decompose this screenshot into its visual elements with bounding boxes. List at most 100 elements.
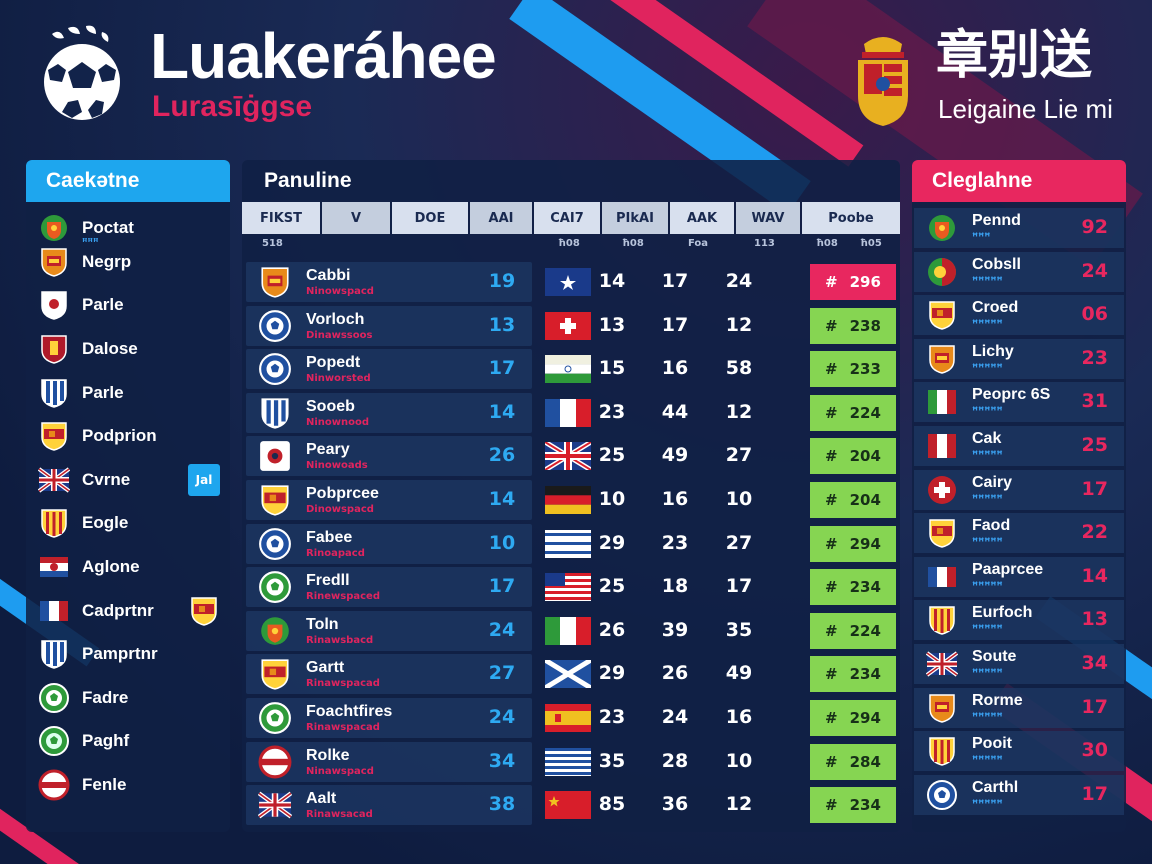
table-row[interactable]: Cabbi Ninowspacd 19 14 17 24 #296 <box>242 262 900 302</box>
column-header[interactable]: V <box>322 202 390 234</box>
stat-cell: 12 <box>725 793 753 816</box>
column-header[interactable]: PIkAI <box>602 202 668 234</box>
catalan-crest-icon <box>926 735 958 767</box>
right-list-item[interactable]: Faod ꟸꟸꟸꟸꟸ 22 <box>914 513 1124 554</box>
right-list-item[interactable]: Croed ꟸꟸꟸꟸꟸ 06 <box>914 295 1124 336</box>
table-row[interactable]: Sooeb Ninownood 14 23 44 12 #224 <box>242 392 900 433</box>
right-item-value: 30 <box>1081 739 1108 762</box>
right-list-item[interactable]: Cairy ꟸꟸꟸꟸꟸ 17 <box>914 469 1124 510</box>
orange-crest-icon <box>38 246 70 278</box>
swiss-crest-icon <box>926 474 958 506</box>
flag-china-icon <box>545 791 591 820</box>
column-header[interactable]: Poobe <box>802 202 900 234</box>
column-header[interactable]: FIKST <box>242 202 320 234</box>
stat-cell: 10 <box>725 749 753 772</box>
team-name: Cabbi <box>306 267 351 284</box>
team-cell: Cabbi Ninowspacd 19 <box>246 262 532 302</box>
right-list-item[interactable]: Pennd ꟸꟸꟸ 92 <box>914 208 1124 248</box>
team-subtitle: Rinawsacad <box>306 809 373 821</box>
team-cell: Aalt Rinawsacad 38 <box>246 785 532 826</box>
left-list-item[interactable]: Paghf <box>26 721 230 761</box>
flag-india-icon <box>545 355 591 384</box>
right-list-item[interactable]: Cak ꟸꟸꟸꟸꟸ 25 <box>914 426 1124 466</box>
right-item-label: Pennd <box>972 212 1021 229</box>
team-value: 26 <box>488 444 516 467</box>
right-item-value: 92 <box>1081 216 1108 238</box>
left-item-label: Dalose <box>82 339 138 358</box>
right-list-item[interactable]: Eurfoch ꟸꟸꟸꟸꟸ 13 <box>914 600 1124 641</box>
league-subtitle: Leigaine Lie mi <box>938 94 1113 124</box>
spain-crest-icon <box>926 299 958 331</box>
stat-cell: 16 <box>661 488 689 510</box>
table-row[interactable]: Fabee Rinoapacd 10 29 23 27 #294 <box>242 523 900 564</box>
table-row[interactable]: Popedt Ninworsted 17 15 16 58 #233 <box>242 349 900 390</box>
left-list-item[interactable]: Cadprtnr <box>26 591 230 631</box>
stat-cell: 15 <box>598 357 626 380</box>
right-list-item[interactable]: Lichy ꟸꟸꟸꟸꟸ 23 <box>914 338 1124 379</box>
left-list-item[interactable]: Podprion <box>26 416 230 456</box>
left-list-item[interactable]: Fenle <box>26 765 230 805</box>
column-header[interactable]: DOE <box>392 202 468 234</box>
team-name: Gartt <box>306 659 345 677</box>
right-item-sub: ꟸꟸꟸ <box>972 232 991 243</box>
left-item-label: Poctat <box>82 218 134 237</box>
table-row[interactable]: Rolke Ninawspacd 34 35 28 10 #284 <box>242 741 900 782</box>
team-cell: Rolke Ninawspacd 34 <box>246 741 532 782</box>
left-list-item[interactable]: Parle <box>26 373 230 413</box>
table-row[interactable]: Fredll Rinewspaced 17 25 18 17 #234 <box>242 567 900 608</box>
points-badge: #234 <box>810 656 896 693</box>
stat-cell: 35 <box>725 618 753 641</box>
left-list-item[interactable]: Fadre <box>26 678 230 718</box>
left-list-item[interactable]: Dalose <box>26 329 230 369</box>
stat-cell: 24 <box>661 706 689 728</box>
left-item-label: Paghf <box>82 731 130 750</box>
right-list-item[interactable]: Pooit ꟸꟸꟸꟸꟸ 30 <box>914 731 1124 772</box>
points-value: 238 <box>849 316 881 335</box>
team-value: 27 <box>488 662 516 685</box>
left-list-item[interactable]: Negrp <box>26 242 230 282</box>
left-list-item[interactable]: Eogle <box>26 503 230 543</box>
hash-icon: # <box>825 534 838 553</box>
table-row[interactable]: Pobprcee Dinowspacd 14 10 16 10 #204 <box>242 480 900 520</box>
app-subtitle: Lurasīġgse <box>152 90 313 123</box>
right-item-sub: ꟸꟸꟸꟸꟸ <box>972 580 1003 592</box>
left-item-label: Fadre <box>82 688 129 707</box>
spain-crest-icon <box>926 517 958 549</box>
table-row[interactable]: Foachtfires Rinawspacad 24 23 24 16 #294 <box>242 698 900 738</box>
table-row[interactable]: Aalt Rinawsacad 38 85 36 12 #234 <box>242 785 900 826</box>
left-list-item[interactable]: Cvrne Jal <box>26 460 230 500</box>
left-item-chip[interactable]: Jal <box>188 464 220 496</box>
left-list-item[interactable]: Aglone <box>26 547 230 587</box>
right-list-item[interactable]: Peoprc 6S ꟸꟸꟸꟸꟸ 31 <box>914 382 1124 423</box>
team-subtitle: Rinawsbacd <box>306 634 374 646</box>
team-subtitle: Ninowoads <box>306 460 368 472</box>
table-row[interactable]: Gartt Rinawspacad 27 29 26 49 #234 <box>242 654 900 695</box>
league-cjk-title: 章别送 <box>936 26 1093 86</box>
right-list-item[interactable]: Soute ꟸꟸꟸꟸꟸ 34 <box>914 644 1124 684</box>
right-list-item[interactable]: Cobsll ꟸꟸꟸꟸꟸ 24 <box>914 251 1124 292</box>
column-header[interactable]: CAI7 <box>534 202 600 234</box>
right-list-item[interactable]: Carthl ꟸꟸꟸꟸꟸ 17 <box>914 774 1124 815</box>
table-row[interactable]: Vorloch Dinawssoos 13 13 17 12 #238 <box>242 305 900 346</box>
table-row[interactable]: Toln Rinawsbacd 24 26 39 35 #224 <box>242 610 900 651</box>
column-subheader: 518 <box>262 238 283 249</box>
left-list-item[interactable]: Parle <box>26 285 230 325</box>
red-white-flag-icon <box>926 430 958 462</box>
stat-cell: 12 <box>725 313 753 336</box>
left-list-item[interactable]: Pamprtnr <box>26 634 230 674</box>
column-header[interactable]: WAV <box>736 202 800 234</box>
right-item-sub: ꟸꟸꟸꟸꟸ <box>972 362 1003 374</box>
stat-cell: 26 <box>661 662 689 685</box>
column-header[interactable]: AAK <box>670 202 734 234</box>
right-list-item[interactable]: Paaprcee ꟸꟸꟸꟸꟸ 14 <box>914 556 1124 597</box>
column-header[interactable]: AAI <box>470 202 532 234</box>
points-value: 296 <box>849 273 881 291</box>
right-item-value: 31 <box>1081 390 1108 413</box>
table-row[interactable]: Peary Ninowoads 26 25 49 27 #204 <box>242 436 900 477</box>
stat-cell: 49 <box>661 444 689 467</box>
right-list-item[interactable]: Rorme ꟸꟸꟸꟸꟸ 17 <box>914 687 1124 728</box>
left-list-item[interactable]: Poctat ꟸꟸꟸ <box>26 208 230 248</box>
right-item-value: 13 <box>1081 608 1108 631</box>
points-badge: #294 <box>810 525 896 562</box>
points-value: 204 <box>849 491 881 509</box>
